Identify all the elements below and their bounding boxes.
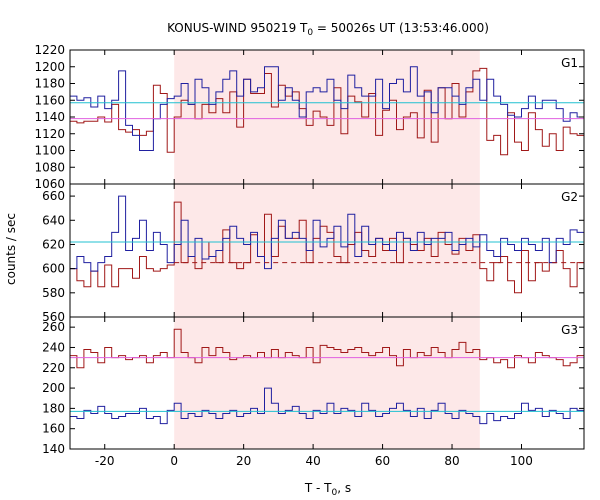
y-tick-label: 1160 [34,93,65,107]
panel-label: G3 [561,323,578,337]
y-tick-label: 1120 [34,127,65,141]
series-line-2 [70,387,584,425]
y-tick-label: 180 [42,401,65,415]
y-tick-label: 620 [42,237,65,251]
panel-label: G1 [561,56,578,70]
series-line-1 [70,328,584,369]
y-tick-label: 560 [42,310,65,324]
y-tick-label: 1100 [34,144,65,158]
panels-group: 1060 1080 1100 1120 1140 1160 1180 1200 1220 G1 56… [34,43,585,468]
panel-frame [69,316,585,450]
panel-g3: 140 160 180 200 220 240 260 -20 0 20 40 60 80 100 G3 [42,316,585,468]
y-tick-label: 160 [42,422,65,436]
x-tick-label: 80 [444,454,459,468]
y-tick-label: 140 [42,442,65,456]
series-line-1 [70,67,584,156]
y-tick-label: 640 [42,213,65,227]
highlight-region [174,184,480,317]
x-tick-label: 40 [305,454,320,468]
y-tick-label: 200 [42,381,65,395]
x-axis-label: T - T0, s [304,481,351,498]
panel-g2: 560 580 600 620 640 660 G2 [42,183,585,324]
y-tick-label: 1140 [34,110,65,124]
x-tick-label: 60 [375,454,390,468]
chart-title: KONUS-WIND 950219 T0 = 50026s UT (13:53:… [167,21,489,38]
y-axis-label: counts / sec [4,213,18,285]
x-tick-label: 20 [236,454,251,468]
x-tick-label: 100 [510,454,533,468]
x-tick-label: 0 [170,454,178,468]
panel-label: G2 [561,190,578,204]
highlight-region [174,317,480,449]
y-tick-label: 660 [42,189,65,203]
y-tick-label: 1220 [34,43,65,57]
y-tick-label: 1180 [34,77,65,91]
y-tick-label: 260 [42,320,65,334]
x-tick-label: -20 [95,454,115,468]
y-tick-label: 1080 [34,160,65,174]
y-tick-label: 600 [42,262,65,276]
panel-g1: 1060 1080 1100 1120 1140 1160 1180 1200 1220 G1 [34,43,585,191]
series-line-2 [70,195,584,272]
y-tick-label: 580 [42,286,65,300]
y-tick-label: 1060 [34,177,65,191]
y-tick-label: 240 [42,340,65,354]
y-tick-label: 1200 [34,60,65,74]
y-tick-label: 220 [42,361,65,375]
